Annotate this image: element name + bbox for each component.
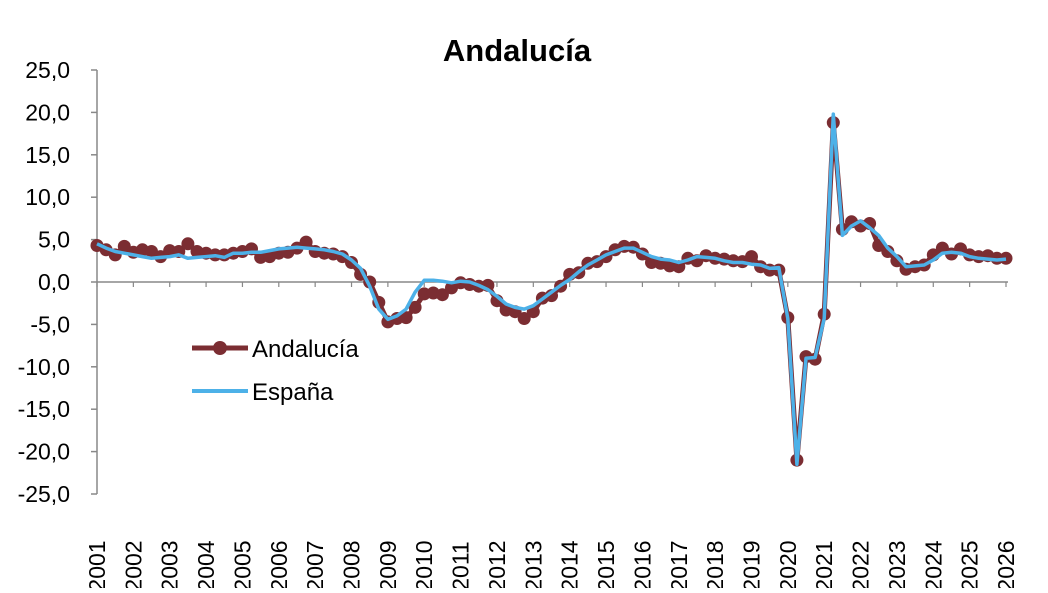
x-tick-label: 2022 [848,540,874,588]
y-tick-label: -25,0 [18,481,70,507]
data-point-andalucia [517,312,531,325]
data-point-andalucia [408,300,422,314]
y-tick-label: 0,0 [38,269,70,295]
x-tick-label: 2009 [375,540,401,588]
x-tick-label: 2007 [302,540,328,588]
x-tick-label: 2020 [775,540,801,588]
x-tick-label: 2024 [920,540,946,588]
x-tick-label: 2003 [157,540,183,588]
x-tick-label: 2013 [520,540,546,588]
y-tick-label: -5,0 [30,311,70,337]
x-tick-label: 2026 [993,540,1019,588]
data-point-andalucia [399,311,413,325]
data-point-andalucia [890,254,904,268]
x-axis-ticks: 2001 2002 2003 2004 2005 2006 2007 2008 2009 2010… [84,282,1019,592]
data-point-andalucia [745,250,758,264]
x-tick-label: 2005 [229,540,255,588]
x-tick-label: 2011 [448,541,474,588]
legend: Andalucía España [192,336,359,406]
legend-item-espana: España [192,379,334,406]
x-tick-label: 2002 [120,540,146,588]
data-point-andalucia [672,260,686,274]
data-point-andalucia [181,237,195,251]
y-tick-label: 20,0 [25,99,70,125]
x-tick-label: 2025 [957,540,983,588]
y-tick-label: -20,0 [18,439,70,465]
legend-andalucia-swatch-marker [213,341,227,355]
x-tick-label: 2016 [629,540,655,588]
x-tick-label: 2023 [884,540,910,588]
x-tick-label: 2021 [811,540,837,588]
legend-item-andalucia: Andalucía [192,336,359,363]
data-point-andalucia [999,251,1013,265]
y-tick-label: 10,0 [25,184,70,210]
y-tick-label: 25,0 [25,57,70,83]
data-point-andalucia [435,288,449,302]
x-tick-label: 2010 [411,540,437,588]
y-axis-ticks: 25,0 20,0 15,0 10,0 5,0 0,0 -5,0 -10,0 -15,0 -20,… [18,57,97,507]
x-tick-label: 2001 [84,540,110,588]
data-point-andalucia [881,245,895,258]
x-tick-label: 2012 [484,540,510,588]
y-tick-label: 15,0 [25,142,70,168]
x-tick-label: 2018 [702,540,728,588]
x-tick-label: 2008 [339,540,365,588]
legend-espana-label: España [252,379,334,406]
chart-title: Andalucía [443,33,592,68]
y-tick-label: 5,0 [38,227,70,253]
series-line-espana [96,112,1007,467]
x-tick-label: 2014 [557,540,583,588]
x-tick-label: 2019 [738,540,764,588]
series-layer [90,112,1013,467]
data-point-andalucia [299,235,313,249]
x-tick-label: 2015 [593,540,619,588]
data-point-andalucia [545,289,558,303]
axes [96,70,1008,494]
legend-andalucia-label: Andalucía [252,336,359,363]
x-tick-label: 2004 [193,540,219,588]
x-tick-label: 2017 [666,540,692,588]
y-tick-label: -10,0 [18,354,70,380]
y-tick-label: -15,0 [18,396,70,422]
x-tick-label: 2006 [266,540,292,588]
